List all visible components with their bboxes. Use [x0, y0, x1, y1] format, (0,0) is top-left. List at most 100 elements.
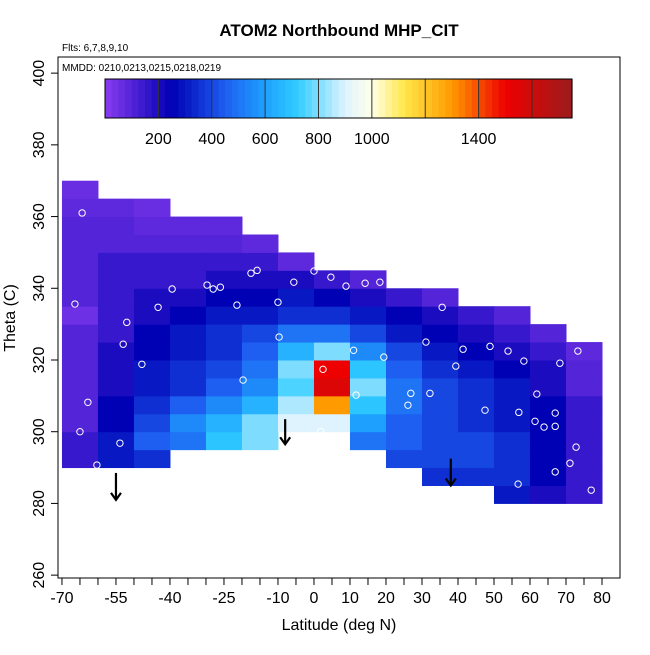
- colorbar-swatch: [218, 79, 226, 118]
- heat-cell: [421, 359, 459, 379]
- heat-cell: [169, 252, 207, 271]
- flight-point: [572, 443, 580, 451]
- flight-point: [310, 267, 318, 275]
- colorbar-swatch: [258, 79, 266, 118]
- heat-cell: [493, 431, 531, 451]
- flight-point: [515, 408, 523, 417]
- heat-cell: [565, 431, 603, 451]
- flight-point: [452, 362, 460, 370]
- colorbar-swatch: [285, 79, 293, 118]
- heat-cell: [133, 198, 171, 218]
- plot-frame: [57, 56, 621, 579]
- colorbar-swatch: [291, 79, 300, 118]
- colorbar-swatch: [178, 79, 186, 118]
- heat-cell: [385, 377, 423, 397]
- heat-cell: [493, 359, 531, 379]
- heat-cell: [61, 342, 99, 361]
- heat-cell: [493, 449, 531, 469]
- flight-point: [531, 417, 539, 426]
- colorbar-swatch: [551, 79, 560, 118]
- arrow-head: [444, 477, 457, 488]
- heat-cell: [349, 413, 387, 433]
- x-tick-label: 80: [593, 590, 611, 607]
- x-tick-label: 20: [377, 590, 395, 607]
- x-tick-label: 60: [521, 590, 539, 607]
- x-tick-label: -70: [50, 590, 73, 607]
- x-tick-label: 30: [413, 590, 431, 607]
- flight-point: [459, 345, 467, 353]
- heat-cell: [133, 324, 171, 343]
- flight-point: [566, 459, 574, 467]
- colorbar-swatch: [458, 79, 466, 118]
- heat-cell: [205, 270, 243, 289]
- heat-cell: [97, 377, 135, 397]
- heat-cell: [133, 234, 171, 253]
- heat-cell: [457, 467, 495, 486]
- heat-cell: [421, 431, 459, 451]
- heat-cell: [313, 324, 351, 343]
- heat-cell: [313, 306, 351, 325]
- heat-cell: [277, 306, 315, 325]
- heat-cell: [421, 377, 459, 397]
- heat-cell: [349, 324, 387, 343]
- heat-cell: [385, 306, 423, 325]
- colorbar-swatch: [205, 79, 213, 118]
- colorbar-swatch: [398, 79, 406, 118]
- heat-cell: [565, 395, 603, 415]
- heat-cell: [61, 449, 99, 469]
- heat-cell: [61, 216, 99, 235]
- flight-point: [551, 422, 559, 431]
- colorbar-swatch: [478, 79, 486, 118]
- heat-cell: [457, 449, 495, 469]
- heat-cell: [493, 485, 531, 504]
- heat-cell: [277, 288, 315, 307]
- colorbar-swatch: [318, 79, 326, 118]
- y-tick-label: 360: [31, 203, 48, 230]
- heat-cell: [421, 449, 459, 469]
- flight-point: [154, 303, 162, 311]
- colorbar-swatch: [238, 79, 246, 118]
- heat-cell: [349, 359, 387, 379]
- x-tick-label: -25: [212, 590, 235, 607]
- flight-point: [361, 279, 369, 287]
- flight-point: [514, 480, 522, 488]
- heat-cell: [277, 359, 315, 379]
- heat-cell: [493, 306, 531, 325]
- heat-cell: [169, 324, 207, 343]
- heat-cell: [97, 288, 135, 307]
- flight-point: [352, 391, 360, 399]
- heat-cell: [61, 270, 99, 289]
- flight-point: [168, 285, 176, 293]
- flight-point: [504, 347, 512, 355]
- colorbar-swatch: [391, 79, 400, 118]
- colorbar-swatch: [251, 79, 260, 118]
- heat-cell: [205, 359, 243, 379]
- x-tick-label: 50: [485, 590, 503, 607]
- colorbar-swatch: [311, 79, 320, 118]
- heat-cell: [421, 324, 459, 343]
- heat-cell: [97, 234, 135, 253]
- colorbar-swatch: [191, 79, 199, 118]
- arrow-head: [110, 492, 122, 502]
- heat-cell: [565, 485, 603, 504]
- flight-point: [426, 389, 434, 398]
- x-axis-label: Latitude (deg N): [282, 617, 397, 634]
- heat-cell: [205, 431, 243, 451]
- heat-cell: [349, 306, 387, 325]
- heat-cell: [61, 252, 99, 271]
- heat-cell: [205, 234, 243, 253]
- heat-cell: [313, 288, 351, 307]
- flight-point: [587, 486, 595, 494]
- flight-point: [203, 281, 211, 289]
- heat-cell: [169, 288, 207, 307]
- colorbar-swatch: [438, 79, 446, 118]
- colorbar-swatch: [145, 79, 153, 118]
- heat-cell: [421, 413, 459, 433]
- heat-cell: [421, 306, 459, 325]
- heat-cell: [565, 449, 603, 469]
- colorbar-swatch: [485, 79, 493, 118]
- colorbar-swatch: [351, 79, 360, 118]
- heat-cell: [97, 449, 135, 469]
- flight-point: [119, 340, 127, 348]
- colorbar-swatch: [538, 79, 546, 118]
